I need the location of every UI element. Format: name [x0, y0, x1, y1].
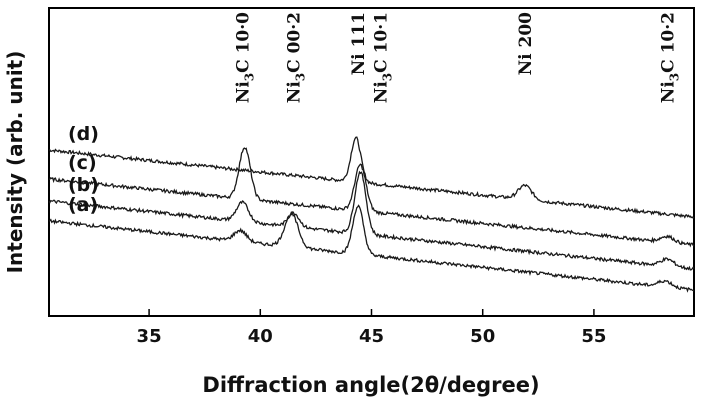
curves [48, 136, 695, 293]
peak-label: Ni3C 00·2 [285, 12, 308, 103]
peak-label: Ni3C 10·2 [658, 12, 681, 103]
y-axis-label: Intensity (arb. unit) [3, 51, 27, 274]
series-label: (d) [68, 123, 99, 145]
series-curve-d [48, 136, 695, 219]
peak-label: Ni3C 10·1 [371, 12, 394, 103]
series-curve-b [48, 170, 695, 271]
series-label: (a) [68, 194, 98, 216]
x-tick-label: 55 [581, 326, 606, 347]
peak-label: Ni 111 [349, 12, 369, 75]
series-label: (c) [68, 152, 97, 174]
x-tick-label: 35 [137, 326, 162, 347]
peak-label: Ni3C 10·0 [234, 12, 257, 103]
peak-label: Ni 200 [516, 12, 536, 76]
x-ticks: 35 40 45 50 55 [137, 309, 606, 347]
curve-labels: (d) (c)(b)(a) [68, 123, 99, 216]
series-curve-c [48, 147, 695, 248]
x-tick-label: 45 [359, 326, 384, 347]
x-tick-label: 40 [248, 326, 273, 347]
x-tick-label: 50 [470, 326, 495, 347]
series-curve-a [48, 204, 695, 293]
x-axis-label: Diffraction angle(2θ/degree) [202, 373, 539, 397]
series-label: (b) [68, 174, 99, 196]
